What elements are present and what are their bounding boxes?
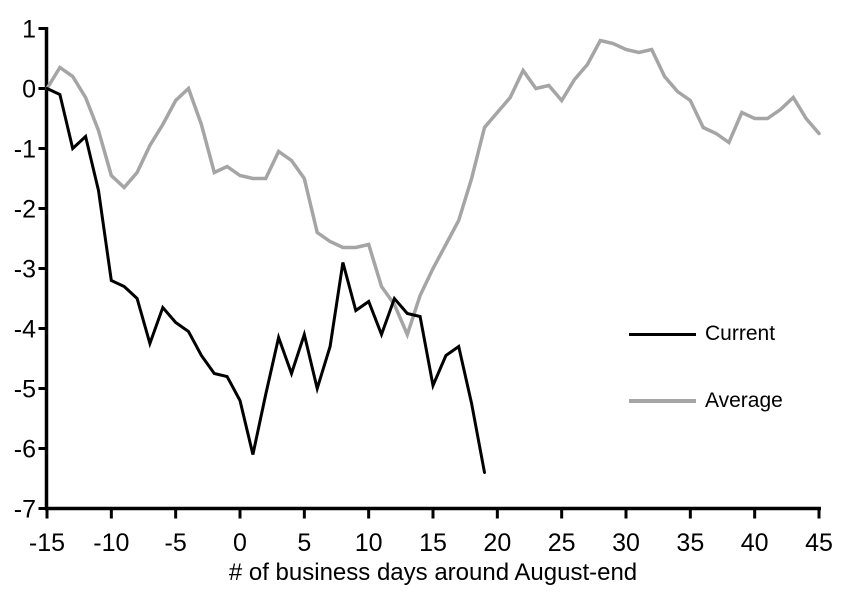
x-tick-label: -10 bbox=[93, 529, 129, 557]
current-line-swatch bbox=[629, 332, 696, 336]
x-tick-label: 20 bbox=[483, 529, 511, 557]
y-tick-label: -4 bbox=[14, 316, 36, 344]
y-tick-label: 1 bbox=[22, 16, 36, 44]
legend-item-current: Current bbox=[629, 321, 775, 347]
y-tick-label: -3 bbox=[14, 256, 36, 284]
x-tick-label: 15 bbox=[419, 529, 447, 557]
x-tick-label: 35 bbox=[676, 529, 704, 557]
legend-item-average: Average bbox=[629, 388, 783, 414]
series-line-average bbox=[45, 38, 821, 340]
x-tick-label: -15 bbox=[29, 529, 65, 557]
x-tick-label: 40 bbox=[741, 529, 769, 557]
y-tick-label: -2 bbox=[14, 196, 36, 224]
x-tick-label: 45 bbox=[805, 529, 833, 557]
x-tick-label: 0 bbox=[233, 529, 247, 557]
x-tick-label: 10 bbox=[355, 529, 383, 557]
legend-label-average: Average bbox=[705, 389, 783, 412]
legend-label-current: Current bbox=[705, 322, 776, 345]
y-tick-label: -7 bbox=[14, 496, 36, 524]
x-axis-title: # of business days around August-end bbox=[228, 559, 638, 586]
x-tick-label: 5 bbox=[297, 529, 311, 557]
x-tick-label: 30 bbox=[612, 529, 640, 557]
y-tick-label: -5 bbox=[14, 376, 36, 404]
x-tick-label: -5 bbox=[165, 529, 187, 557]
x-tick-label: 25 bbox=[548, 529, 576, 557]
y-tick-label: -6 bbox=[14, 436, 36, 464]
y-tick-label: 0 bbox=[22, 76, 36, 104]
series-line-current bbox=[45, 87, 486, 474]
average-line-swatch bbox=[629, 399, 696, 403]
y-tick-label: -1 bbox=[14, 136, 36, 164]
